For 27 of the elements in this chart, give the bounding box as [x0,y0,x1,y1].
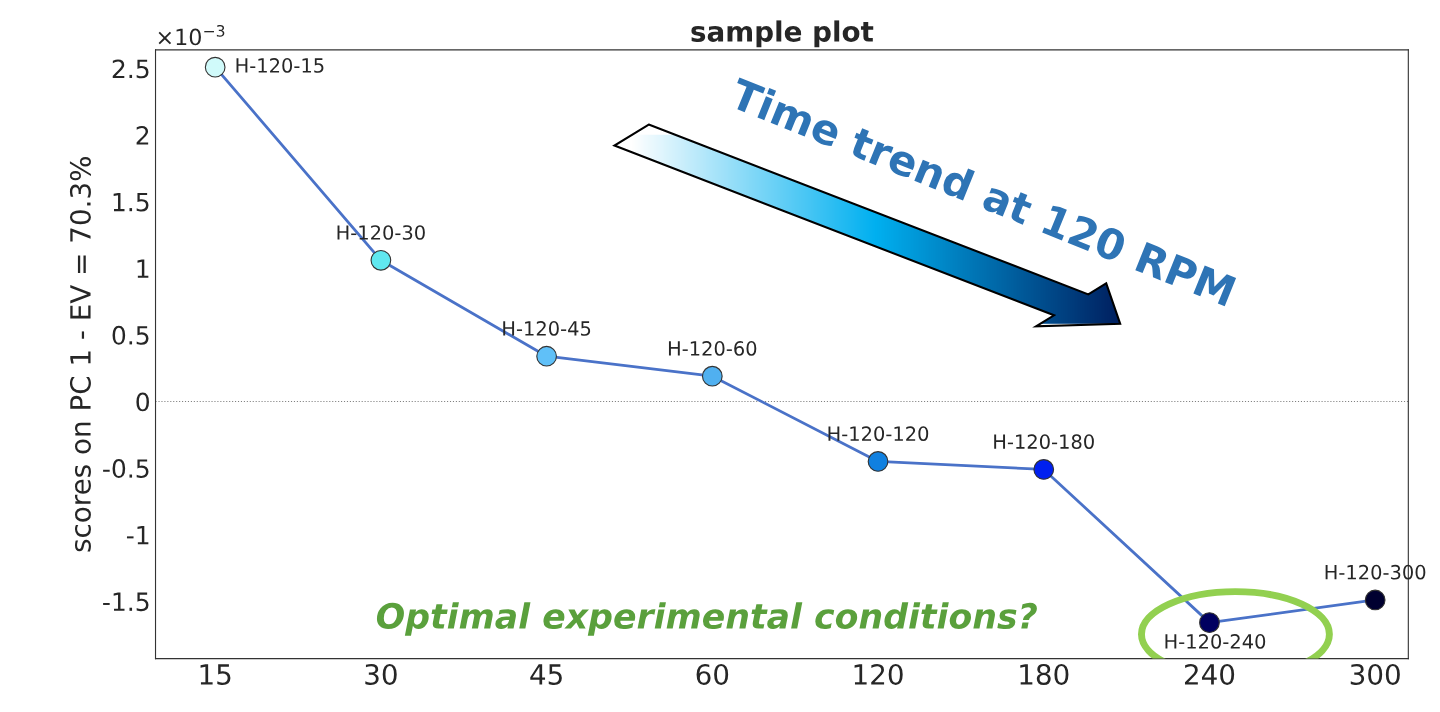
y-tick-label: 2.5 [112,59,149,79]
annotation: H-120-60 [668,341,757,356]
x-tick-label: 30 [365,663,397,685]
y-tick-label: 0.5 [112,325,149,345]
y-tick-label: -1.5 [103,592,149,612]
y-tick-label: -1 [126,525,149,545]
y-axis-title: scores on PC 1 - EV = 70.3% [69,157,91,552]
y-tick-label: 2 [136,126,149,145]
annotation: H-120-180 [994,434,1094,450]
annotation: H-120-45 [503,321,591,336]
x-tick-label: 45 [530,664,562,685]
chart-title: sample plot [691,20,874,48]
annotation: Optimal experimental conditions? [376,602,1037,636]
x-tick-label: 240 [1184,663,1235,685]
x-tick-label: 60 [696,663,729,685]
x-tick-label: 300 [1350,663,1400,685]
y-tick-label: -0.5 [103,459,149,478]
y-tick-label: 1.5 [113,192,149,212]
x-tick-label: 180 [1020,663,1069,685]
y-tick-label: 0 [136,392,149,412]
x-tick-label: 120 [854,663,903,685]
text: ×10$^{−3}$ [158,25,225,46]
y-tick-label: 1 [137,259,149,278]
annotation: H-120-120 [828,426,929,442]
x-tick-label: 15 [200,664,231,685]
annotation: H-120-240 [1165,634,1266,649]
annotation: H-120-15 [236,58,324,73]
